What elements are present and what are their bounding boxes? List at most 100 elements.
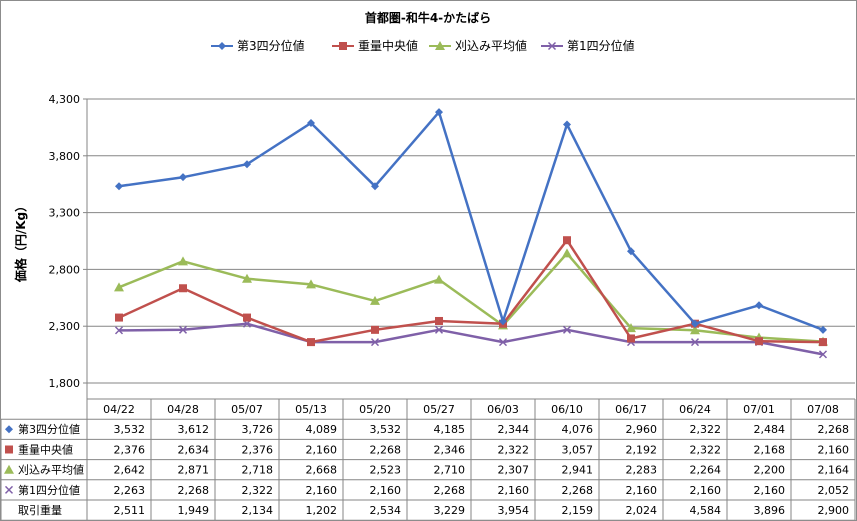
data-point: [627, 334, 635, 343]
data-point: [178, 325, 188, 334]
table-row-label-2: 重量中央値: [18, 442, 73, 456]
data-point: [306, 279, 316, 289]
data-point: [179, 173, 187, 182]
y-tick-label: 2,800: [49, 263, 81, 276]
table-cell: 2,024: [626, 504, 658, 517]
data-point: [178, 256, 188, 266]
table-cell: 2,344: [498, 423, 530, 436]
table-cell: 2,160: [690, 484, 722, 497]
table-cell: 2,484: [754, 423, 786, 436]
table-cell: 1,202: [306, 504, 338, 517]
x-tick-label: 05/27: [423, 403, 455, 416]
table-cell: 2,668: [306, 464, 338, 477]
table-cell: 2,322: [690, 423, 722, 436]
table-cell: 2,200: [754, 464, 786, 477]
table-cell: 3,612: [178, 423, 210, 436]
table-cell: 2,268: [178, 484, 210, 497]
table-cell: 3,532: [114, 423, 146, 436]
table-cell: 2,268: [818, 423, 850, 436]
table-cell: 2,376: [242, 443, 274, 456]
x-tick-label: 07/01: [743, 403, 775, 416]
legend-marker-2: [339, 42, 347, 50]
y-axis-label: 価格（円/Kg）: [13, 200, 28, 283]
data-point: [370, 338, 380, 347]
table-cell: 4,185: [434, 423, 466, 436]
data-point: [498, 338, 508, 347]
series-line-4: [118, 322, 824, 356]
x-tick-label: 06/24: [679, 403, 711, 416]
table-cell: 2,160: [370, 484, 402, 497]
x-tick-label: 04/28: [167, 403, 199, 416]
x-tick-label: 06/10: [551, 403, 583, 416]
table-cell: 2,710: [434, 464, 466, 477]
x-tick-label: 06/17: [615, 403, 647, 416]
table-cell: 2,900: [818, 504, 850, 517]
data-point: [434, 325, 444, 334]
table-cell: 2,523: [370, 464, 402, 477]
table-row-key-3: [4, 464, 14, 474]
table-cell: 2,268: [434, 484, 466, 497]
y-tick-label: 1,800: [49, 377, 81, 390]
data-point: [563, 120, 571, 129]
legend-label-1: 第3四分位値: [237, 38, 305, 53]
data-point: [371, 182, 379, 191]
data-point: [179, 284, 187, 293]
x-tick-label: 04/22: [103, 403, 135, 416]
table-cell: 1,949: [178, 504, 210, 517]
x-tick-label: 05/20: [359, 403, 391, 416]
table-cell: 2,159: [562, 504, 594, 517]
table-cell: 2,160: [306, 443, 338, 456]
table-cell: 2,718: [242, 464, 274, 477]
x-tick-label: 05/07: [231, 403, 263, 416]
table-cell: 2,052: [818, 484, 850, 497]
table-cell: 4,584: [690, 504, 722, 517]
data-point: [114, 326, 124, 335]
table-cell: 2,134: [242, 504, 274, 517]
table-cell: 2,160: [754, 484, 786, 497]
x-tick-label: 05/13: [295, 403, 327, 416]
data-point: [755, 301, 763, 310]
data-point: [690, 338, 700, 347]
data-point: [435, 108, 443, 117]
series-line-2: [118, 238, 824, 344]
table-cell: 3,229: [434, 504, 466, 517]
table-cell: 4,076: [562, 423, 594, 436]
data-point: [242, 273, 252, 283]
data-point: [115, 313, 123, 322]
legend-label-3: 刈込み平均値: [455, 38, 527, 53]
table-cell: 3,954: [498, 504, 530, 517]
table-row-label-3: 刈込み平均値: [18, 464, 84, 477]
data-point: [434, 274, 444, 284]
data-point: [243, 313, 251, 322]
table-cell: 2,160: [818, 443, 850, 456]
table-cell: 2,160: [626, 484, 658, 497]
data-point: [563, 236, 571, 245]
table-row-label-5: 取引重量: [18, 503, 62, 517]
table-cell: 2,960: [626, 423, 658, 436]
series-line-1: [118, 110, 824, 331]
chart-title: 首都圏-和牛4-かたばら: [365, 10, 491, 25]
y-tick-label: 4,300: [49, 93, 81, 106]
data-point: [562, 248, 572, 258]
data-point: [499, 317, 507, 326]
data-point: [435, 316, 443, 325]
legend-marker-1: [218, 42, 226, 50]
table-cell: 2,634: [178, 443, 210, 456]
data-point: [562, 325, 572, 334]
legend-label-4: 第1四分位値: [567, 38, 635, 53]
table-cell: 3,726: [242, 423, 274, 436]
table-row-label-4: 第1四分位値: [18, 483, 80, 497]
table-cell: 2,322: [690, 443, 722, 456]
table-row-key-1: [5, 425, 13, 434]
table-cell: 4,089: [306, 423, 338, 436]
table-cell: 2,160: [306, 484, 338, 497]
x-tick-label: 06/03: [487, 403, 519, 416]
table-cell: 2,871: [178, 464, 210, 477]
data-point: [819, 325, 827, 334]
table-cell: 2,941: [562, 464, 594, 477]
table-cell: 2,346: [434, 443, 466, 456]
y-tick-label: 3,800: [49, 150, 81, 163]
table-cell: 2,164: [818, 464, 850, 477]
table-cell: 2,322: [242, 484, 274, 497]
